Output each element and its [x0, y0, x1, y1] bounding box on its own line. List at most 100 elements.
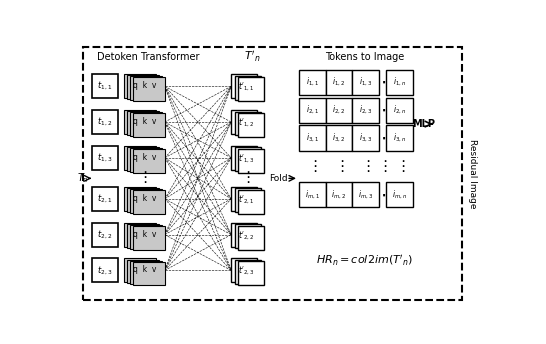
Text: $\vdots$: $\vdots$	[395, 159, 405, 174]
Bar	[352, 125, 379, 151]
Text: $t_{1,1}$: $t_{1,1}$	[97, 80, 112, 93]
Bar	[238, 77, 264, 101]
Bar	[325, 70, 352, 95]
Bar	[235, 147, 261, 171]
Bar	[352, 70, 379, 95]
Text: $i_{3,2}$: $i_{3,2}$	[333, 132, 346, 144]
Bar	[124, 223, 156, 247]
Bar	[92, 74, 118, 98]
Text: q  k  v: q k v	[133, 265, 156, 275]
Bar	[352, 98, 379, 123]
Bar	[299, 98, 325, 123]
Bar	[92, 258, 118, 282]
Text: $T'_n$: $T'_n$	[244, 49, 260, 64]
Bar	[133, 77, 165, 101]
Bar	[325, 98, 352, 123]
Bar	[231, 187, 257, 211]
Bar	[124, 110, 156, 134]
Text: $i_{m,3}$: $i_{m,3}$	[358, 189, 373, 201]
Bar	[127, 259, 159, 283]
Text: q  k  v: q k v	[133, 229, 156, 239]
Bar	[325, 182, 352, 207]
Text: $t'_{1,3}$: $t'_{1,3}$	[238, 153, 254, 165]
Bar	[133, 261, 165, 286]
Text: $i_{1,n}$: $i_{1,n}$	[393, 76, 406, 88]
Bar	[133, 190, 165, 214]
Text: ⋮: ⋮	[137, 170, 152, 184]
Bar	[124, 187, 156, 211]
Text: $\cdot$: $\cdot$	[379, 73, 385, 92]
Text: MLP: MLP	[413, 119, 436, 129]
Bar	[235, 224, 261, 248]
Text: $i_{m,1}$: $i_{m,1}$	[305, 189, 319, 201]
Text: q  k  v: q k v	[133, 194, 156, 203]
Text: $\cdot$: $\cdot$	[379, 185, 385, 204]
Text: $i_{3,n}$: $i_{3,n}$	[393, 132, 406, 144]
Bar	[235, 112, 261, 136]
Text: $i_{3,3}$: $i_{3,3}$	[359, 132, 372, 144]
Bar	[238, 226, 264, 249]
Text: $i_{1,2}$: $i_{1,2}$	[333, 76, 346, 88]
Text: $\cdot$: $\cdot$	[379, 128, 385, 148]
Bar	[92, 146, 118, 170]
Bar	[299, 125, 325, 151]
Bar	[92, 187, 118, 211]
Bar	[387, 98, 413, 123]
Text: $t'_{2,3}$: $t'_{2,3}$	[238, 265, 254, 277]
Bar	[238, 113, 264, 137]
Text: $i_{2,n}$: $i_{2,n}$	[393, 104, 406, 116]
Bar	[231, 223, 257, 247]
Text: $\vdots$: $\vdots$	[360, 159, 371, 174]
Text: $\vdots$: $\vdots$	[307, 159, 317, 174]
Text: $t_{2,2}$: $t_{2,2}$	[97, 228, 112, 241]
Text: $T_n$: $T_n$	[77, 171, 88, 185]
Text: q  k  v: q k v	[133, 81, 156, 90]
Bar	[130, 76, 162, 100]
Bar	[127, 147, 159, 171]
Text: $\cdot$: $\cdot$	[379, 101, 385, 120]
Text: $t_{1,3}$: $t_{1,3}$	[97, 152, 112, 164]
Bar	[231, 74, 257, 98]
Bar	[231, 146, 257, 170]
Bar	[235, 260, 261, 284]
Text: q  k  v: q k v	[133, 117, 156, 126]
Bar	[127, 188, 159, 212]
Bar	[231, 258, 257, 282]
Text: q  k  v: q k v	[133, 153, 156, 162]
Bar	[130, 225, 162, 249]
Bar	[238, 149, 264, 173]
Bar	[387, 125, 413, 151]
Text: $t'_{2,1}$: $t'_{2,1}$	[238, 194, 254, 206]
Text: $\vdots$: $\vdots$	[334, 159, 344, 174]
Text: $\vdots$: $\vdots$	[377, 159, 388, 174]
Bar	[325, 125, 352, 151]
Bar	[130, 189, 162, 213]
Text: $i_{1,3}$: $i_{1,3}$	[359, 76, 372, 88]
Bar	[231, 110, 257, 134]
Text: Residual Image: Residual Image	[468, 139, 477, 208]
Bar	[92, 110, 118, 134]
Text: $i_{m,2}$: $i_{m,2}$	[331, 189, 346, 201]
Text: $i_{1,1}$: $i_{1,1}$	[306, 76, 319, 88]
Bar	[127, 111, 159, 135]
Text: $t'_{1,2}$: $t'_{1,2}$	[238, 117, 254, 129]
Bar	[133, 149, 165, 173]
Bar	[124, 258, 156, 282]
Text: $i_{m,n}$: $i_{m,n}$	[392, 189, 407, 201]
Text: $t'_{1,1}$: $t'_{1,1}$	[238, 81, 254, 93]
Text: $i_{3,1}$: $i_{3,1}$	[306, 132, 319, 144]
Bar	[133, 113, 165, 137]
Bar	[299, 70, 325, 95]
Text: $HR_n = col2im(T'_n)$: $HR_n = col2im(T'_n)$	[316, 254, 413, 268]
Bar	[124, 146, 156, 170]
Bar	[127, 75, 159, 99]
Bar	[124, 74, 156, 98]
Bar	[352, 182, 379, 207]
Bar	[130, 148, 162, 172]
Bar	[235, 76, 261, 100]
Bar	[130, 260, 162, 284]
Text: $t_{1,2}$: $t_{1,2}$	[97, 116, 112, 128]
Bar	[235, 189, 261, 212]
Bar	[387, 70, 413, 95]
Text: $t'_{2,2}$: $t'_{2,2}$	[238, 229, 254, 242]
